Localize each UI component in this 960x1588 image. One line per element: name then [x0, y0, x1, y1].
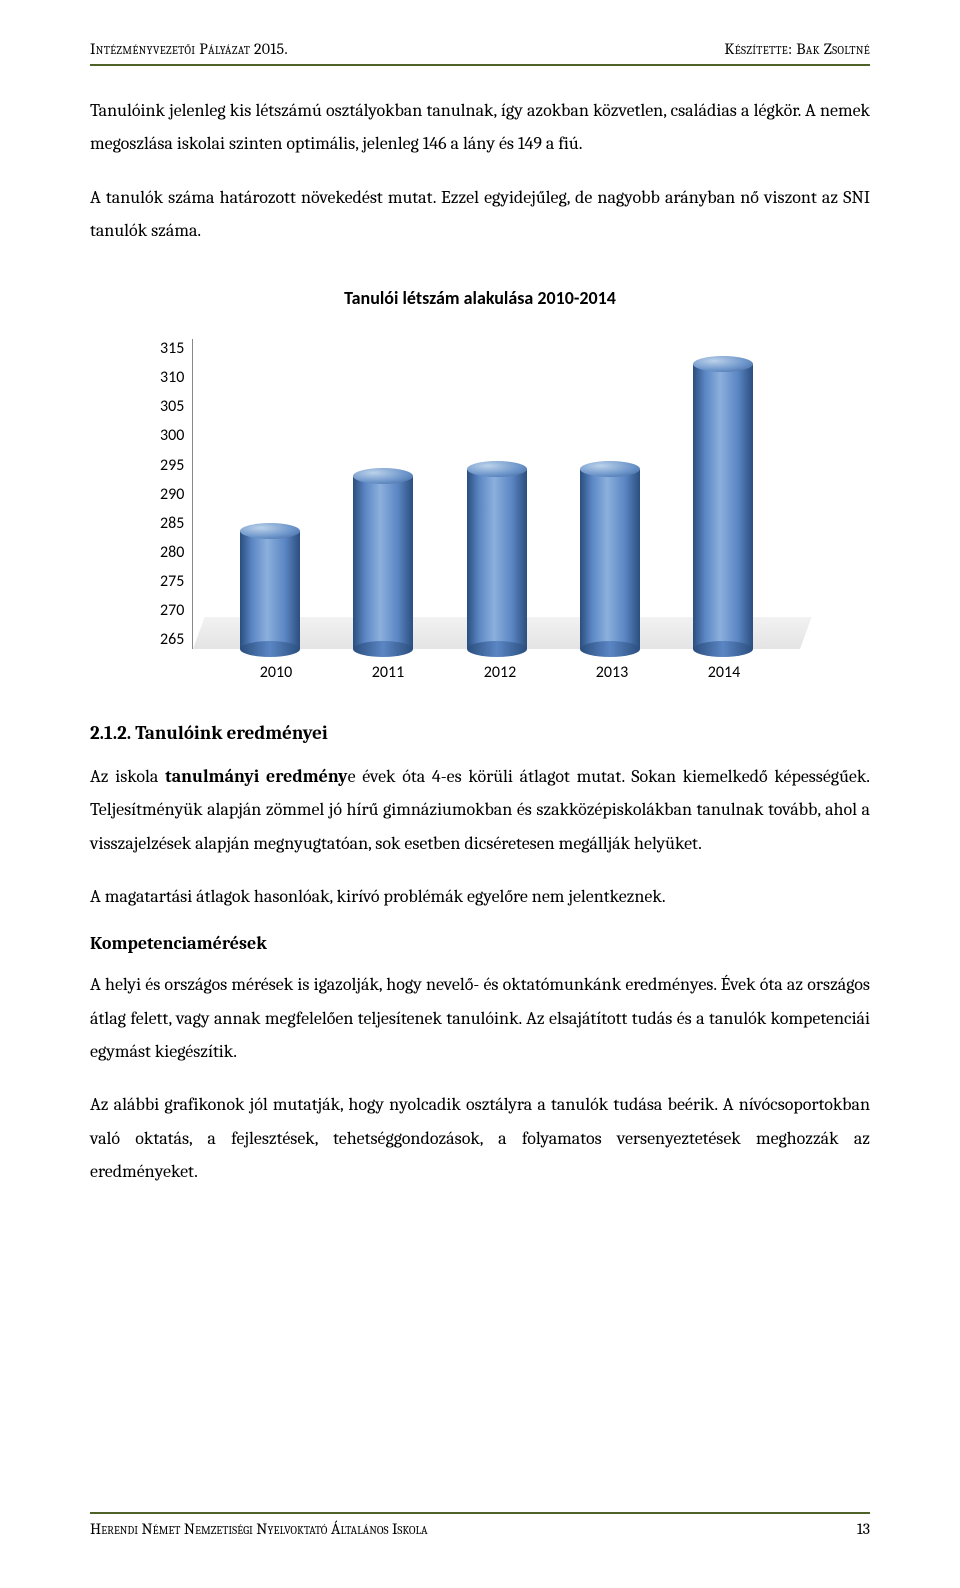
paragraph-6: Az alábbi grafikonok jól mutatják, hogy …	[90, 1088, 870, 1188]
y-tick-label: 310	[160, 368, 184, 387]
paragraph-3: Az iskola tanulmányi eredménye évek óta …	[90, 760, 870, 860]
paragraph-2: A tanulók száma határozott növekedést mu…	[90, 181, 870, 248]
x-tick-label: 2014	[694, 663, 754, 682]
paragraph-1: Tanulóink jelenleg kis létszámú osztályo…	[90, 94, 870, 161]
header-right: Készítette: Bak Zsoltné	[724, 40, 870, 58]
y-tick-label: 275	[160, 572, 184, 591]
header-left: Intézményvezetői Pályázat 2015.	[90, 40, 288, 58]
bar	[353, 476, 413, 650]
x-tick-label: 2012	[470, 663, 530, 682]
footer-page-number: 13	[857, 1520, 870, 1538]
page-footer: Herendi Német Nemzetiségi Nyelvoktató Ál…	[90, 1512, 870, 1538]
page-header: Intézményvezetői Pályázat 2015. Készítet…	[90, 40, 870, 66]
plot-area	[192, 339, 800, 649]
bar	[467, 469, 527, 649]
section-heading: 2.1.2. Tanulóink eredményei	[90, 722, 870, 744]
y-tick-label: 300	[160, 426, 184, 445]
footer-left: Herendi Német Nemzetiségi Nyelvoktató Ál…	[90, 1520, 428, 1538]
y-tick-label: 270	[160, 601, 184, 620]
x-tick-label: 2011	[358, 663, 418, 682]
y-tick-label: 295	[160, 456, 184, 475]
x-tick-label: 2013	[582, 663, 642, 682]
paragraph-5: A helyi és országos mérések is igazolják…	[90, 968, 870, 1068]
sub-heading: Kompetenciamérések	[90, 933, 870, 954]
x-axis: 2010 2011 2012 2013 2014	[200, 663, 800, 682]
y-tick-label: 315	[160, 339, 184, 358]
text: Az iskola	[90, 766, 165, 787]
bar	[580, 469, 640, 649]
chart-title: Tanulói létszám alakulása 2010-2014	[90, 287, 870, 309]
y-tick-label: 280	[160, 543, 184, 562]
x-tick-label: 2010	[246, 663, 306, 682]
bar	[240, 531, 300, 649]
y-tick-label: 265	[160, 630, 184, 649]
y-tick-label: 290	[160, 485, 184, 504]
paragraph-4: A magatartási átlagok hasonlóak, kirívó …	[90, 880, 870, 913]
bar-chart: 315310305300295290285280275270265 201020…	[160, 339, 800, 682]
bold-text: tanulmányi eredmény	[165, 766, 347, 787]
y-tick-label: 305	[160, 397, 184, 416]
bar	[693, 364, 753, 649]
y-tick-label: 285	[160, 514, 184, 533]
chart-plot: 315 310 305 300 295 290 285 280 275 270 265	[160, 339, 800, 649]
y-axis: 315 310 305 300 295 290 285 280 275 270 265	[160, 339, 192, 649]
bars-container	[193, 339, 800, 649]
